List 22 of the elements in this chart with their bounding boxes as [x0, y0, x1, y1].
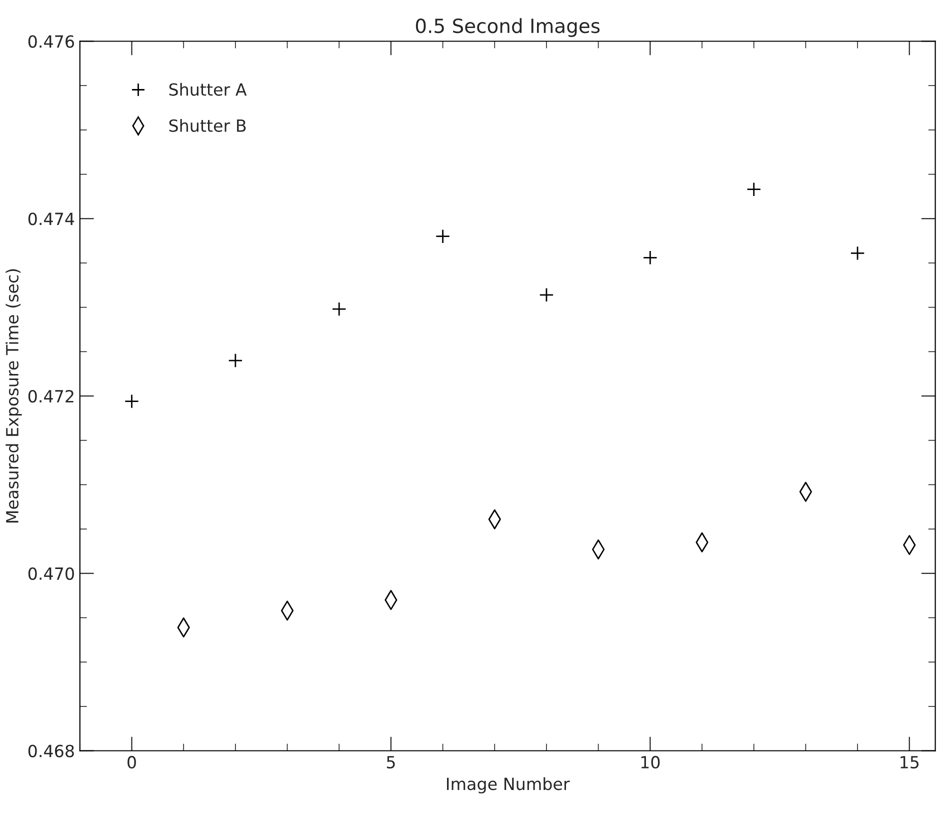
point — [124, 394, 140, 409]
point — [539, 288, 554, 302]
x-axis-title: Image Number — [447, 777, 570, 794]
point — [746, 182, 762, 197]
legend-label: Shutter B — [169, 119, 246, 132]
x-tick-label: 10 — [641, 756, 660, 769]
x-tick-label: 15 — [900, 756, 919, 769]
point — [436, 229, 450, 244]
point — [228, 353, 243, 368]
y-axis-title: Measured Exposure Time (sec) — [6, 269, 22, 523]
x-tick-label: 0 — [128, 756, 136, 769]
point — [850, 246, 865, 260]
point — [642, 250, 658, 265]
y-tick-label: 0.468 — [28, 744, 74, 758]
legend-label: Shutter A — [169, 82, 247, 96]
point — [332, 302, 346, 316]
y-tick-label: 0.474 — [28, 212, 74, 226]
y-tick-label: 0.470 — [28, 567, 74, 580]
x-tick-label: 5 — [386, 756, 395, 769]
y-tick-label: 0.472 — [28, 390, 74, 403]
y-tick-label: 0.476 — [28, 35, 74, 48]
chart-title: 0.5 Second Images — [416, 18, 600, 37]
